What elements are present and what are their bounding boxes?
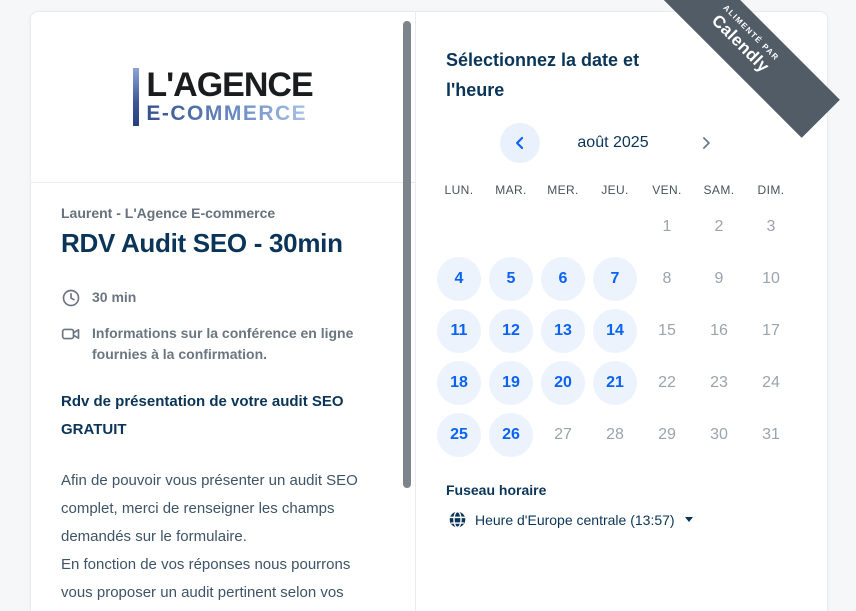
date-picker-panel: Sélectionnez la date et l'heure août 202… — [416, 12, 827, 611]
weekday-label: VEN. — [652, 183, 682, 197]
description-paragraph-2: En fonction de vos réponses nous pourron… — [61, 556, 351, 601]
day-blank — [589, 201, 641, 253]
host-name: Laurent - L'Agence E-commerce — [61, 205, 276, 221]
calendar-heading: Sélectionnez la date et l'heure — [446, 50, 640, 100]
weekday-label: MER. — [547, 183, 579, 197]
weekday-label: LUN. — [444, 183, 474, 197]
event-details-panel: L'AGENCE E-COMMERCE Laurent - L'Agence E… — [31, 12, 416, 611]
description-body: Afin de pouvoir vous présenter un audit … — [61, 467, 385, 611]
previous-month-button[interactable] — [500, 123, 540, 163]
weekday-label: JEU. — [601, 183, 629, 197]
day-available[interactable]: 13 — [537, 305, 589, 357]
day-disabled: 1 — [662, 218, 672, 235]
day-disabled: 2 — [714, 218, 724, 235]
clock-icon — [62, 289, 80, 307]
day-disabled: 10 — [762, 270, 780, 287]
logo-header: L'AGENCE E-COMMERCE — [31, 12, 415, 183]
day-disabled: 22 — [658, 374, 676, 391]
duration-row: 30 min — [61, 287, 385, 308]
next-month-button[interactable] — [686, 123, 726, 163]
timezone-value: Heure d'Europe centrale (13:57) — [475, 511, 675, 528]
globe-icon — [449, 511, 466, 528]
timezone-selector[interactable]: Heure d'Europe centrale (13:57) — [449, 511, 797, 528]
weekday-label: DIM. — [757, 183, 785, 197]
day-available[interactable]: 6 — [537, 253, 589, 305]
day-available[interactable]: 19 — [485, 357, 537, 409]
day-disabled: 3 — [766, 218, 776, 235]
day-available[interactable]: 25 — [433, 409, 485, 461]
description-paragraph-1: Afin de pouvoir vous présenter un audit … — [61, 472, 358, 545]
timezone-section: Fuseau horaire Heure d'Europe centrale (… — [446, 482, 797, 528]
month-navigation: août 2025 — [500, 123, 726, 163]
day-disabled: 27 — [554, 426, 572, 443]
logo-text-secondary: E-COMMERCE — [146, 102, 312, 126]
day-available[interactable]: 26 — [485, 409, 537, 461]
day-available[interactable]: 20 — [537, 357, 589, 409]
timezone-label: Fuseau horaire — [446, 482, 547, 498]
chevron-right-icon — [703, 137, 710, 149]
day-available[interactable]: 4 — [433, 253, 485, 305]
day-disabled: 17 — [762, 322, 780, 339]
day-disabled: 9 — [714, 270, 724, 287]
event-title: RDV Audit SEO - 30min — [61, 228, 343, 258]
day-disabled: 24 — [762, 374, 780, 391]
description-heading: Rdv de présentation de votre audit SEO G… — [61, 393, 344, 438]
weekday-label: MAR. — [495, 183, 527, 197]
day-disabled: 30 — [710, 426, 728, 443]
current-month-label: août 2025 — [577, 134, 649, 151]
day-available[interactable]: 21 — [589, 357, 641, 409]
day-disabled: 16 — [710, 322, 728, 339]
day-disabled: 8 — [662, 270, 672, 287]
day-available[interactable]: 5 — [485, 253, 537, 305]
logo-text-primary: L'AGENCE — [146, 66, 313, 104]
conference-note: Informations sur la conférence en ligne … — [92, 325, 354, 362]
day-available[interactable]: 11 — [433, 305, 485, 357]
calendar-grid: 1 2 3 4 5 6 7 8 9 10 11 12 13 14 15 16 17 18 19 20 21 22 23 24 2… — [433, 201, 797, 461]
day-disabled: 28 — [606, 426, 624, 443]
logo-accent-bar — [133, 68, 140, 126]
day-available[interactable]: 14 — [589, 305, 641, 357]
day-available[interactable]: 12 — [485, 305, 537, 357]
agency-logo: L'AGENCE E-COMMERCE — [133, 66, 314, 126]
day-blank — [537, 201, 589, 253]
left-panel-scrollbar[interactable] — [403, 21, 411, 488]
day-disabled: 31 — [762, 426, 780, 443]
day-disabled: 15 — [658, 322, 676, 339]
day-blank — [433, 201, 485, 253]
event-details-content: Laurent - L'Agence E-commerce RDV Audit … — [31, 183, 415, 611]
chevron-left-icon — [516, 136, 524, 150]
duration-label: 30 min — [92, 289, 137, 305]
day-blank — [485, 201, 537, 253]
conference-info-row: Informations sur la conférence en ligne … — [61, 323, 385, 365]
weekday-label: SAM. — [703, 183, 735, 197]
day-disabled: 29 — [658, 426, 676, 443]
caret-down-icon — [684, 517, 693, 522]
day-available[interactable]: 18 — [433, 357, 485, 409]
weekday-header-row: LUN. MAR. MER. JEU. VEN. SAM. DIM. — [433, 183, 797, 201]
day-disabled: 23 — [710, 374, 728, 391]
booking-widget-card: L'AGENCE E-COMMERCE Laurent - L'Agence E… — [30, 0, 840, 611]
video-camera-icon — [61, 328, 80, 340]
day-available[interactable]: 7 — [589, 253, 641, 305]
